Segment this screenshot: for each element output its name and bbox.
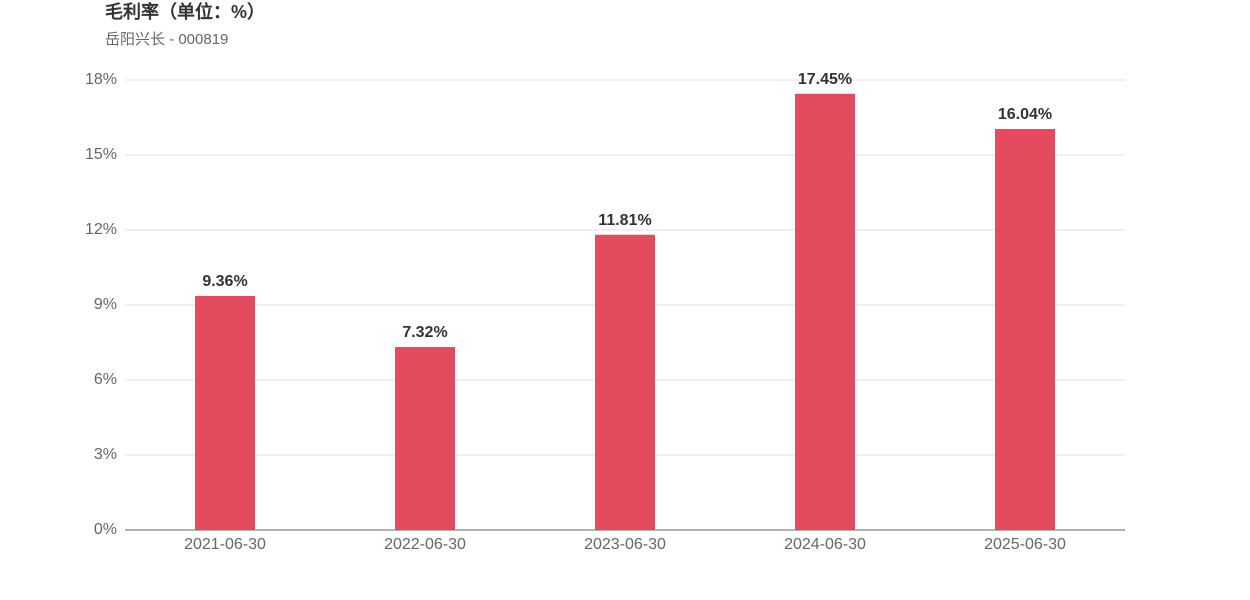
bar <box>995 129 1055 530</box>
value-label: 11.81% <box>598 212 651 229</box>
bar <box>195 296 255 530</box>
y-tick-label: 3% <box>94 446 117 463</box>
bar <box>595 234 655 530</box>
y-tick-label: 9% <box>94 296 117 313</box>
chart-subtitle: 岳阳兴长 - 000819 <box>105 31 228 48</box>
x-tick-label: 2024-06-30 <box>784 536 866 553</box>
y-tick-label: 18% <box>85 71 117 88</box>
y-tick-label: 6% <box>94 371 117 388</box>
y-tick-label: 15% <box>85 146 117 163</box>
y-tick-label: 0% <box>94 521 117 538</box>
x-tick-label: 2022-06-30 <box>384 536 466 553</box>
y-tick-label: 12% <box>85 221 117 238</box>
bar <box>795 93 855 530</box>
value-label: 16.04% <box>998 106 1052 123</box>
bar <box>395 347 455 530</box>
value-label: 17.45% <box>798 71 852 88</box>
x-tick-label: 2025-06-30 <box>984 536 1066 553</box>
x-tick-label: 2021-06-30 <box>184 536 266 553</box>
x-tick-label: 2023-06-30 <box>584 536 666 553</box>
chart-title: 毛利率（单位：%） <box>105 1 265 22</box>
value-label: 9.36% <box>202 273 247 290</box>
value-label: 7.32% <box>402 324 447 341</box>
